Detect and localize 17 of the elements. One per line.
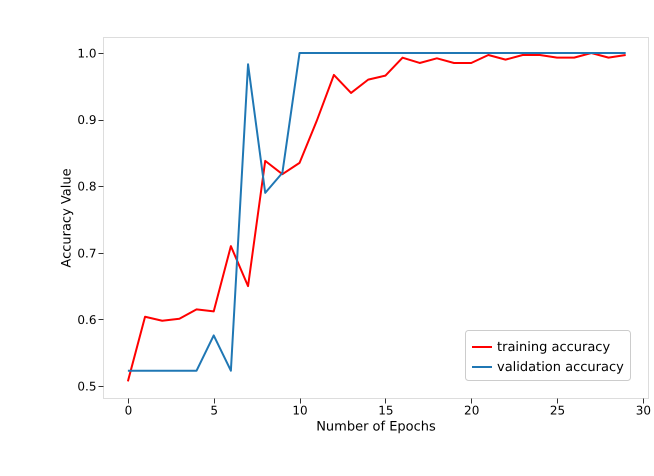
x-tick-label: 0 xyxy=(124,404,132,418)
x-tick-label: 25 xyxy=(550,404,566,418)
y-tick-label: 1.0 xyxy=(77,46,96,60)
x-tick-label: 10 xyxy=(292,404,308,418)
x-tick-label: 30 xyxy=(636,404,651,418)
x-axis-title: Number of Epochs xyxy=(316,420,436,434)
legend-label: validation accuracy xyxy=(497,360,624,375)
y-tick-label: 0.9 xyxy=(77,113,96,128)
y-tick-label: 0.7 xyxy=(77,246,96,260)
x-tick-label: 5 xyxy=(210,404,218,418)
x-tick-label: 15 xyxy=(378,404,394,418)
y-tick-label: 0.5 xyxy=(77,380,96,394)
x-tick-label: 20 xyxy=(464,404,480,418)
legend-label: training accuracy xyxy=(497,340,610,355)
y-tick-label: 0.8 xyxy=(77,180,96,194)
y-axis-title: Accuracy Value xyxy=(59,168,74,268)
y-tick-label: 0.6 xyxy=(77,312,96,327)
